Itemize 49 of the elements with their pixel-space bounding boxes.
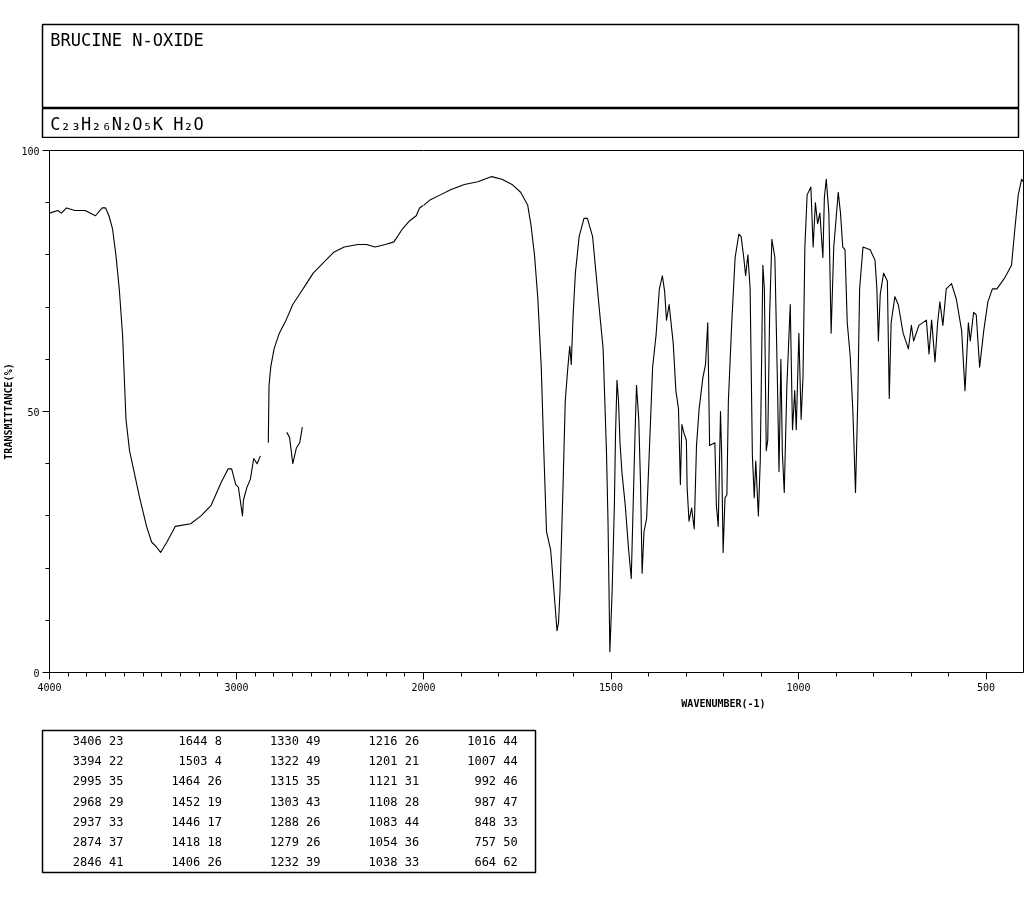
- x-tick-label: 1000: [786, 681, 811, 693]
- chart-title: BRUCINE N-OXIDE: [50, 30, 204, 51]
- text: 757 50: [474, 835, 518, 850]
- text: 1038 33: [368, 855, 420, 870]
- text: 1007 44: [467, 753, 518, 768]
- y-tick-label: 0: [33, 667, 40, 679]
- text: 1279 26: [269, 835, 321, 850]
- x-tick-label: 1500: [598, 681, 624, 693]
- text: 1083 44: [368, 814, 420, 829]
- y-tick-label: 50: [27, 406, 40, 418]
- x-tick-label: 2000: [411, 681, 436, 693]
- text: 2846 41: [72, 855, 124, 870]
- text: 1446 17: [171, 814, 222, 829]
- text: 2874 37: [72, 835, 124, 850]
- text: 1464 26: [171, 774, 222, 789]
- text: 1232 39: [269, 855, 321, 870]
- text: 987 47: [474, 794, 518, 809]
- text: 1452 19: [171, 794, 222, 809]
- x-tick-label: 3000: [224, 681, 249, 693]
- chart-subtitle: C₂₃H₂₆N₂O₅K H₂O: [50, 113, 204, 134]
- y-tick-label: 100: [21, 145, 40, 157]
- text: 1121 31: [368, 774, 420, 789]
- text: 1108 28: [368, 794, 420, 809]
- text: 2995 35: [72, 774, 124, 789]
- text: 1216 26: [368, 733, 420, 748]
- text: 3394 22: [72, 753, 124, 768]
- x-tick-label: 4000: [37, 681, 62, 693]
- text: 1418 18: [171, 835, 222, 850]
- y-axis-title: TRANSMITTANCE(%): [3, 363, 15, 460]
- x-axis-title: WAVENUMBER(-1): [681, 697, 766, 709]
- text: 1016 44: [467, 733, 518, 748]
- text: 992 46: [474, 774, 518, 789]
- text: 1644 8: [178, 733, 222, 748]
- text: 1054 36: [368, 835, 420, 850]
- text: 1201 21: [368, 753, 420, 768]
- text: 664 62: [474, 855, 518, 870]
- text: 3406 23: [72, 733, 124, 748]
- text: 1303 43: [269, 794, 321, 809]
- text: 848 33: [474, 814, 518, 829]
- text: 1322 49: [269, 753, 321, 768]
- text: 2937 33: [72, 814, 124, 829]
- text: 1288 26: [269, 814, 321, 829]
- text: 1503 4: [178, 753, 222, 768]
- x-tick-label: 500: [976, 681, 996, 693]
- text: 2968 29: [72, 794, 124, 809]
- line-series: [286, 426, 303, 465]
- text: 1315 35: [269, 774, 321, 789]
- text: 1330 49: [269, 733, 321, 748]
- text: 1406 26: [171, 855, 222, 870]
